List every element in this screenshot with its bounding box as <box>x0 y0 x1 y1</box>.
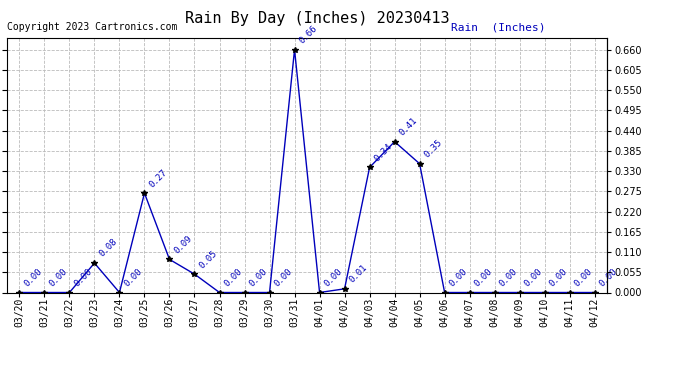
Text: 0.00: 0.00 <box>22 267 43 288</box>
Text: 0.00: 0.00 <box>497 267 519 288</box>
Text: 0.00: 0.00 <box>222 267 244 288</box>
Text: Rain By Day (Inches) 20230413: Rain By Day (Inches) 20230413 <box>185 11 450 26</box>
Text: 0.00: 0.00 <box>522 267 544 288</box>
Text: 0.34: 0.34 <box>373 142 394 163</box>
Text: 0.00: 0.00 <box>47 267 69 288</box>
Text: 0.09: 0.09 <box>172 234 194 255</box>
Text: 0.00: 0.00 <box>447 267 469 288</box>
Text: Copyright 2023 Cartronics.com: Copyright 2023 Cartronics.com <box>7 22 177 32</box>
Text: 0.27: 0.27 <box>147 167 169 189</box>
Text: 0.01: 0.01 <box>347 263 369 285</box>
Text: 0.05: 0.05 <box>197 248 219 270</box>
Text: 0.00: 0.00 <box>473 267 494 288</box>
Text: 0.00: 0.00 <box>573 267 594 288</box>
Text: 0.00: 0.00 <box>547 267 569 288</box>
Text: 0.00: 0.00 <box>247 267 269 288</box>
Text: Rain  (Inches): Rain (Inches) <box>451 22 546 32</box>
Text: 0.41: 0.41 <box>397 116 419 138</box>
Text: 0.35: 0.35 <box>422 138 444 159</box>
Text: 0.08: 0.08 <box>97 237 119 259</box>
Text: 0.00: 0.00 <box>122 267 144 288</box>
Text: 0.00: 0.00 <box>598 267 619 288</box>
Text: 0.00: 0.00 <box>322 267 344 288</box>
Text: 0.66: 0.66 <box>297 24 319 45</box>
Text: 0.00: 0.00 <box>273 267 294 288</box>
Text: 0.00: 0.00 <box>72 267 94 288</box>
